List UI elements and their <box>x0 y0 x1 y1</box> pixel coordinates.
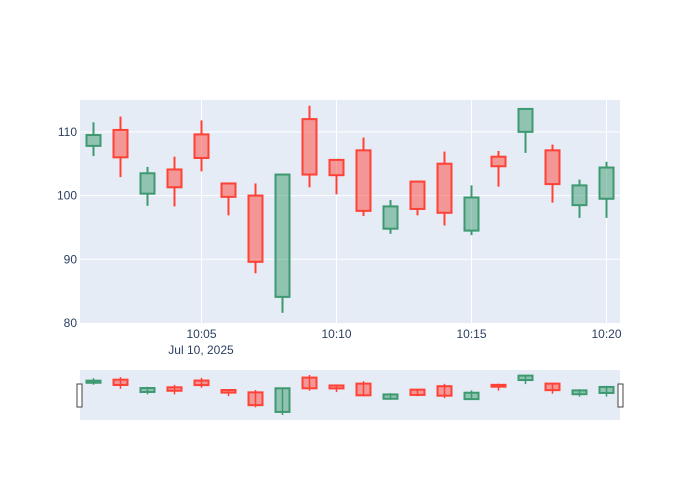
mini-candle-body <box>517 374 534 382</box>
mini-candle-body <box>436 385 453 397</box>
candle-body <box>517 107 534 133</box>
mini-candle-body <box>382 393 399 400</box>
candle-increasing[interactable] <box>463 185 480 236</box>
range-slider-candles <box>85 374 615 415</box>
mini-candle-body <box>85 379 102 384</box>
mini-candle <box>382 393 399 400</box>
mini-candle-body <box>463 391 480 401</box>
candle-body <box>382 205 399 230</box>
candle-decreasing[interactable] <box>247 183 264 274</box>
mini-candle <box>544 382 561 394</box>
mini-candle <box>517 374 534 385</box>
candle-increasing[interactable] <box>517 107 534 153</box>
mini-candle <box>328 384 345 393</box>
mini-candle <box>220 389 237 397</box>
candle-body <box>85 134 102 147</box>
mini-candle <box>301 375 318 391</box>
candle-increasing[interactable] <box>382 200 399 234</box>
mini-candle-body <box>112 378 129 386</box>
x-tick-label: 10:05 <box>186 327 216 341</box>
candle-body <box>490 155 507 168</box>
mini-candle-body <box>571 389 588 396</box>
range-slider-left-handle[interactable] <box>76 383 83 408</box>
candle-decreasing[interactable] <box>436 151 453 226</box>
candle-body <box>220 182 237 198</box>
candle-increasing[interactable] <box>274 173 291 313</box>
mini-candle-body <box>247 391 264 407</box>
mini-candle <box>247 390 264 408</box>
mini-candle <box>355 381 372 397</box>
y-tick-label: 100 <box>57 189 77 203</box>
candle-body <box>328 158 345 177</box>
candle-decreasing[interactable] <box>544 144 561 203</box>
candle-body <box>436 162 453 214</box>
mini-candle-body <box>490 383 507 388</box>
candle-body <box>409 180 426 210</box>
mini-candle <box>571 389 588 397</box>
candle-decreasing[interactable] <box>112 116 129 178</box>
mini-candle <box>85 378 102 385</box>
candle-body <box>355 149 372 212</box>
mini-candle <box>463 390 480 401</box>
candle-decreasing[interactable] <box>301 105 318 188</box>
candle-body <box>301 118 318 176</box>
mini-candle-body <box>328 384 345 390</box>
candle-body <box>193 133 210 159</box>
mini-candle-body <box>598 385 615 394</box>
candle-decreasing[interactable] <box>490 150 507 187</box>
candles <box>85 105 615 313</box>
mini-candle-body <box>544 382 561 392</box>
mini-candle-body <box>193 379 210 387</box>
y-tick-label: 80 <box>64 316 78 330</box>
mini-candle <box>274 387 291 415</box>
candle-decreasing[interactable] <box>193 120 210 172</box>
candle-body <box>598 166 615 200</box>
candle-decreasing[interactable] <box>355 137 372 216</box>
mini-candle-body <box>166 386 183 392</box>
candle-decreasing[interactable] <box>328 158 345 195</box>
x-tick-date-label: Jul 10, 2025 <box>168 343 234 357</box>
candle-body <box>274 173 291 298</box>
mini-candle <box>139 386 156 395</box>
x-tick-label: 10:10 <box>321 327 351 341</box>
range-slider-background <box>80 370 620 420</box>
mini-candle-body <box>139 387 156 393</box>
mini-candle <box>166 384 183 395</box>
candle-increasing[interactable] <box>85 122 102 157</box>
mini-candle-body <box>274 387 291 413</box>
mini-candle-body <box>220 389 237 394</box>
mini-candle-body <box>301 376 318 390</box>
mini-candle <box>193 377 210 388</box>
candle-increasing[interactable] <box>139 166 156 206</box>
candle-body <box>463 196 480 232</box>
candle-decreasing[interactable] <box>409 180 426 216</box>
mini-candle-body <box>409 388 426 396</box>
plot-area <box>80 100 620 323</box>
candle-body <box>571 184 588 207</box>
x-tick-label: 10:20 <box>591 327 621 341</box>
candle-body <box>112 128 129 159</box>
candle-decreasing[interactable] <box>220 182 237 216</box>
mini-candle-body <box>355 382 372 397</box>
candle-body <box>247 194 264 263</box>
y-tick-label: 90 <box>64 252 78 266</box>
y-tick-label: 110 <box>58 125 77 139</box>
candle-body <box>139 172 156 195</box>
candle-increasing[interactable] <box>598 161 615 218</box>
range-slider-right-handle[interactable] <box>617 383 624 408</box>
x-tick-label: 10:15 <box>456 327 486 341</box>
y-axis-ticks: 80 90 100 110 <box>57 125 77 330</box>
mini-candle <box>490 383 507 391</box>
range-slider[interactable] <box>76 370 624 420</box>
mini-candle <box>598 385 615 397</box>
candle-increasing[interactable] <box>571 179 588 218</box>
mini-candle <box>436 383 453 399</box>
candle-decreasing[interactable] <box>166 156 183 207</box>
x-axis-ticks: 10:05 10:10 10:15 10:20 <box>186 327 621 341</box>
candle-body <box>166 168 183 189</box>
mini-candle <box>409 388 426 397</box>
candle-body <box>544 149 561 186</box>
mini-candle <box>112 377 129 389</box>
